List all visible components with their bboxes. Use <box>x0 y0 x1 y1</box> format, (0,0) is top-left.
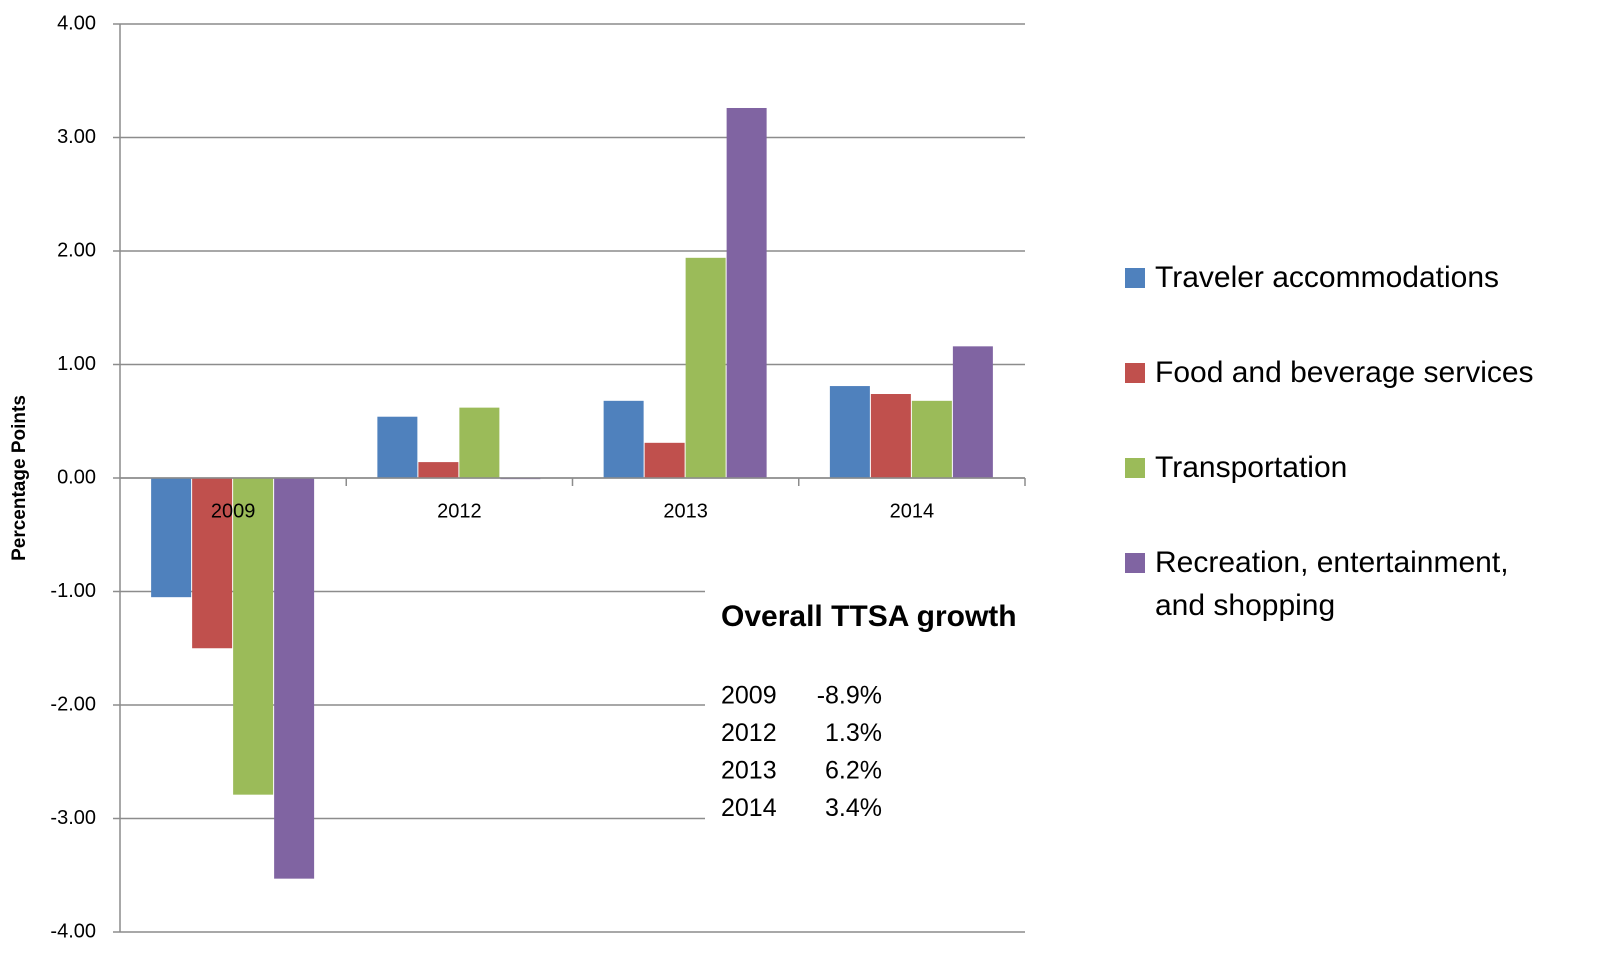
legend-label: Food and beverage services <box>1155 356 1534 389</box>
bar <box>192 478 233 649</box>
bar <box>829 386 870 478</box>
bar <box>685 257 726 478</box>
annotation-year: 2009 <box>721 682 777 710</box>
legend-swatch <box>1125 268 1145 288</box>
bar <box>603 400 644 478</box>
y-tick-label: 3.00 <box>57 126 96 148</box>
x-tick-label: 2009 <box>211 500 256 522</box>
bar <box>233 478 274 795</box>
bar <box>459 407 500 478</box>
bar <box>644 442 685 478</box>
annotation-value: 6.2% <box>825 757 882 785</box>
annotation-box <box>705 588 1035 833</box>
legend-swatch <box>1125 363 1145 383</box>
bar <box>952 346 993 478</box>
annotation-value: 3.4% <box>825 794 882 822</box>
x-tick-label: 2014 <box>890 500 935 522</box>
bar <box>274 478 315 879</box>
x-tick-label: 2012 <box>437 500 482 522</box>
legend-item: Traveler accommodations <box>1125 256 1555 299</box>
bar <box>870 394 911 478</box>
y-tick-label: -4.00 <box>50 920 96 942</box>
y-tick-label: 4.00 <box>57 12 96 34</box>
legend-label: Traveler accommodations <box>1155 261 1500 294</box>
y-tick-label: 0.00 <box>57 466 96 488</box>
legend-swatch <box>1125 553 1145 573</box>
bar <box>911 400 952 478</box>
legend-item: Transportation <box>1125 446 1555 489</box>
annotation-year: 2012 <box>721 719 777 747</box>
bar <box>726 107 767 479</box>
legend-item: Food and beverage services <box>1125 351 1555 394</box>
y-tick-label: -2.00 <box>50 693 96 715</box>
y-tick-label: 1.00 <box>57 353 96 375</box>
y-axis-label: Percentage Points <box>9 395 30 561</box>
annotation-title: Overall TTSA growth <box>721 600 1017 633</box>
y-tick-label: 2.00 <box>57 239 96 261</box>
legend-label: Transportation <box>1155 451 1348 484</box>
y-tick-label: -1.00 <box>50 580 96 602</box>
legend-item: Recreation, entertainment, and shopping <box>1125 541 1555 627</box>
bar <box>377 416 418 478</box>
legend-label: Recreation, entertainment, and shopping <box>1155 546 1509 622</box>
x-tick-label: 2013 <box>663 500 708 522</box>
y-tick-label: -3.00 <box>50 807 96 829</box>
legend-swatch <box>1125 458 1145 478</box>
annotation-value: -8.9% <box>817 682 882 710</box>
annotation-year: 2014 <box>721 794 777 822</box>
annotation-year: 2013 <box>721 757 777 785</box>
bar <box>151 478 192 598</box>
annotation-value: 1.3% <box>825 719 882 747</box>
bar <box>418 462 459 478</box>
